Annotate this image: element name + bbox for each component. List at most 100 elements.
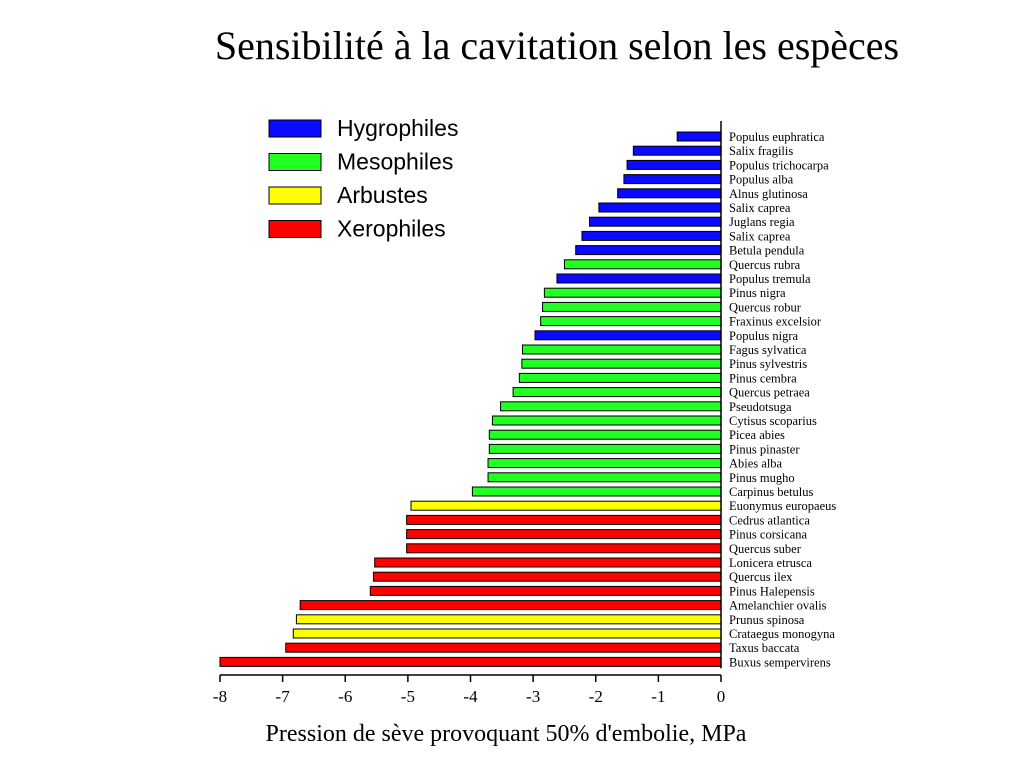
chart-title: Sensibilité à la cavitation selon les es…: [214, 23, 900, 68]
species-label: Quercus rubra: [729, 258, 801, 272]
species-label: Salix caprea: [729, 201, 791, 215]
bar-35: [292, 628, 722, 639]
bar-32: [369, 585, 722, 596]
bar-21: [488, 429, 722, 440]
bar-19: [500, 401, 722, 412]
bar-34: [295, 614, 722, 625]
bar-26: [410, 500, 722, 511]
bar-2: [626, 159, 722, 170]
species-label: Quercus petraea: [729, 386, 810, 400]
x-tick-label: -6: [338, 687, 352, 706]
species-label: Juglans regia: [729, 215, 795, 229]
bar-22: [488, 443, 722, 454]
species-label: Populus tremula: [729, 272, 811, 286]
bar-24: [487, 472, 722, 483]
bar-8: [575, 245, 722, 256]
x-tick-label: -1: [651, 687, 665, 706]
x-tick-label: -4: [463, 687, 478, 706]
species-label: Pinus Halepensis: [729, 584, 815, 598]
bar-3: [623, 174, 722, 185]
axes: -8 -7 -6 -5 -4 -3 -2 -1 0 Pression de sève provoq…: [213, 121, 747, 747]
legend-swatch-xer: [268, 220, 322, 238]
species-label: Fagus sylvatica: [729, 343, 807, 357]
bar-37: [219, 656, 722, 667]
species-label: Pinus corsicana: [729, 528, 808, 542]
x-tick-label: -3: [526, 687, 540, 706]
legend-label-xer: Xerophiles: [337, 216, 446, 242]
bar-6: [588, 216, 722, 227]
bar-29: [406, 543, 722, 554]
bar-15: [521, 344, 722, 355]
legend-swatch-arb: [268, 186, 322, 205]
species-label: Buxus sempervirens: [729, 655, 831, 669]
species-label: Abies alba: [729, 457, 783, 471]
legend-label-arb: Arbustes: [337, 182, 428, 208]
species-label: Quercus suber: [729, 542, 802, 556]
x-tick-label: -5: [401, 687, 415, 706]
bar-20: [491, 415, 722, 426]
bar-9: [563, 259, 722, 270]
species-label: Taxus baccata: [729, 641, 800, 655]
x-tick-label: 0: [717, 687, 726, 706]
bar-18: [512, 387, 722, 398]
legend-swatch-hyg: [268, 119, 322, 138]
species-label: Salix fragilis: [729, 144, 793, 158]
bar-12: [542, 301, 722, 312]
species-label: Quercus ilex: [729, 570, 793, 584]
legend: Hygrophiles Mesophiles Arbustes Xerophiles: [268, 115, 458, 242]
species-label: Populus trichocarpa: [729, 158, 829, 172]
x-axis-label: Pression de sève provoquant 50% d'emboli…: [266, 721, 747, 747]
species-label: Pinus sylvestris: [729, 357, 807, 371]
legend-label-hyg: Hygrophiles: [337, 115, 458, 141]
bar-23: [487, 458, 722, 469]
species-label: Populus euphratica: [729, 130, 825, 144]
species-label: Pinus pinaster: [729, 442, 800, 456]
species-label: Carpinus betulus: [729, 485, 814, 499]
bar-17: [518, 372, 722, 383]
species-label: Salix caprea: [729, 229, 791, 243]
x-tick-label: -2: [589, 687, 603, 706]
bar-30: [374, 557, 722, 568]
x-tick-label: -8: [213, 687, 227, 706]
bar-33: [299, 600, 722, 611]
bar-13: [540, 316, 722, 327]
bar-14: [534, 330, 722, 341]
species-label: Crataegus monogyna: [729, 627, 835, 641]
bar-27: [406, 514, 722, 525]
species-label: Pseudotsuga: [729, 400, 792, 414]
bar-0: [676, 131, 722, 142]
bar-28: [406, 529, 722, 540]
species-label: Euonymus europaeus: [729, 499, 836, 513]
bar-1: [632, 145, 722, 156]
species-label: Fraxinus excelsior: [729, 315, 822, 329]
legend-label-mes: Mesophiles: [337, 149, 453, 175]
bar-7: [581, 230, 722, 241]
species-label: Picea abies: [729, 428, 785, 442]
bar-10: [556, 273, 722, 284]
species-label: Quercus robur: [729, 300, 802, 314]
species-label: Pinus nigra: [729, 286, 786, 300]
bar-4: [617, 188, 722, 199]
bar-5: [598, 202, 722, 213]
bar-36: [285, 642, 722, 653]
species-label: Cytisus scoparius: [729, 414, 817, 428]
x-tick-label: -7: [276, 687, 291, 706]
species-label: Lonicera etrusca: [729, 556, 812, 570]
bar-16: [521, 358, 722, 369]
species-label: Amelanchier ovalis: [729, 599, 827, 613]
species-label: Populus alba: [729, 173, 794, 187]
bar-25: [471, 486, 722, 497]
species-label: Pinus cembra: [729, 371, 797, 385]
species-label: Alnus glutinosa: [729, 187, 808, 201]
bar-31: [372, 571, 722, 582]
species-label: Cedrus atlantica: [729, 513, 810, 527]
species-label: Populus nigra: [729, 329, 799, 343]
legend-swatch-mes: [268, 153, 322, 171]
bar-series: [219, 131, 722, 667]
species-label: Betula pendula: [729, 244, 805, 258]
species-label: Prunus spinosa: [729, 613, 805, 627]
species-label: Pinus mugho: [729, 471, 795, 485]
bar-11: [543, 287, 722, 298]
